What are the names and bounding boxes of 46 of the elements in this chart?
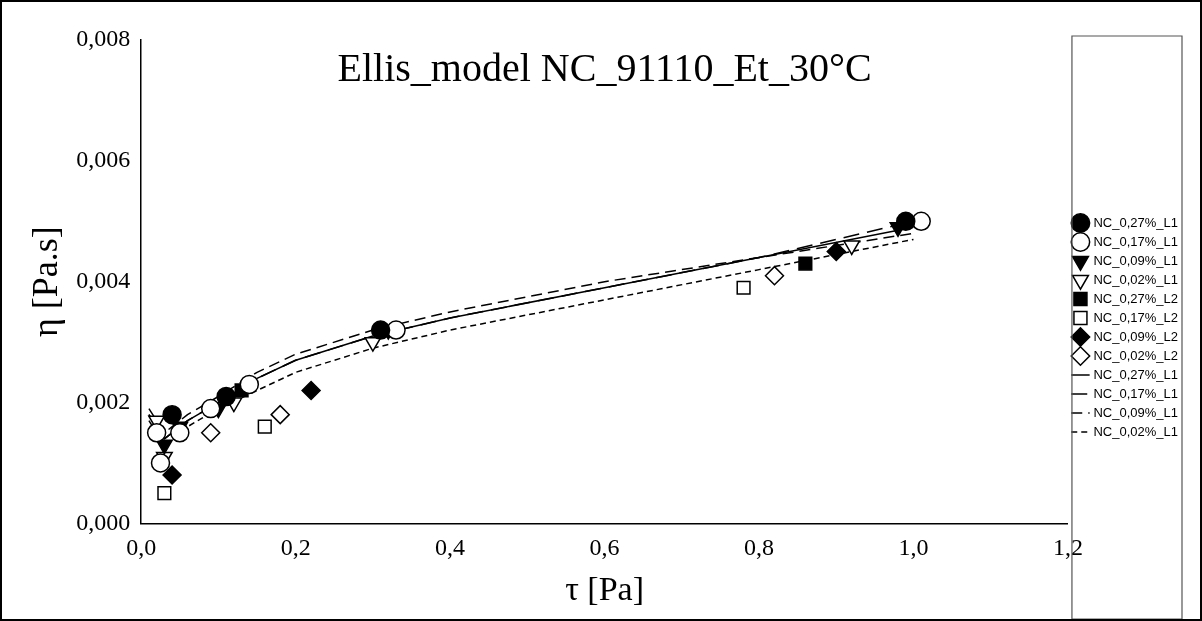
- point: [301, 380, 321, 401]
- point: [170, 423, 190, 443]
- legend-label: NC_0,27%_L2: [1093, 290, 1179, 306]
- point: [146, 423, 167, 443]
- point: [157, 486, 172, 501]
- y-tick-label: 0,004: [76, 267, 131, 293]
- point: [364, 336, 382, 352]
- x-tick-label: 0,8: [744, 534, 775, 561]
- y-tick-label: 0,000: [76, 508, 131, 535]
- y-tick-label: 0,002: [76, 387, 131, 414]
- legend-label: NC_0,02%_L2: [1093, 347, 1179, 363]
- point: [736, 280, 751, 295]
- x-tick-label: 0,6: [589, 534, 620, 561]
- y-axis-title: η [Pa.s]: [25, 226, 66, 338]
- point: [798, 256, 813, 271]
- y-tick-label: 0,006: [76, 146, 131, 173]
- point: [826, 241, 847, 262]
- x-tick-label: 1,2: [1052, 534, 1083, 561]
- point: [162, 404, 182, 425]
- point: [270, 404, 290, 425]
- legend-label: NC_0,09%_L2: [1093, 328, 1179, 344]
- point: [162, 465, 182, 485]
- x-tick-label: 1,0: [898, 534, 929, 561]
- legend-label: NC_0,17%_L1: [1093, 233, 1179, 249]
- point: [239, 374, 260, 395]
- x-tick-label: 0,0: [126, 534, 157, 561]
- point: [216, 386, 236, 407]
- legend-label: NC_0,09%_L1: [1093, 252, 1179, 268]
- legend-label: NC_0,09%_L1: [1093, 404, 1179, 420]
- x-tick-label: 0,2: [280, 534, 311, 561]
- chart-title: Ellis_model NC_91110_Et_30°C: [337, 44, 872, 90]
- legend-label: NC_0,17%_L2: [1093, 309, 1179, 325]
- point: [764, 265, 785, 286]
- point: [257, 419, 272, 434]
- point: [896, 211, 916, 232]
- legend-label: NC_0,02%_L1: [1093, 423, 1179, 439]
- x-axis-title: τ [Pa]: [565, 569, 644, 607]
- y-tick-label: 0,008: [76, 25, 131, 52]
- legend-label: NC_0,27%_L1: [1093, 366, 1179, 382]
- legend-label: NC_0,27%_L1: [1093, 214, 1179, 230]
- point: [150, 453, 171, 473]
- x-tick-label: 0,4: [435, 534, 466, 561]
- legend-label: NC_0,02%_L1: [1093, 271, 1179, 287]
- legend-label: NC_0,17%_L1: [1093, 385, 1179, 401]
- point: [200, 398, 221, 419]
- point: [370, 320, 391, 340]
